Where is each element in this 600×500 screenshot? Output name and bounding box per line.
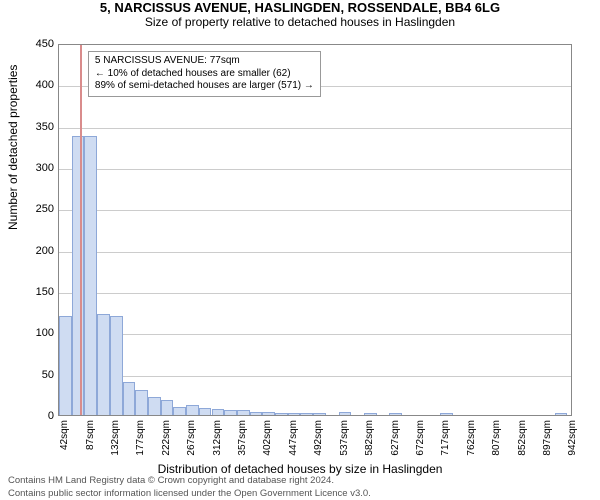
- histogram-bar: [123, 382, 136, 415]
- histogram-bar: [339, 412, 352, 415]
- histogram-bar: [262, 412, 275, 415]
- histogram-bar: [555, 413, 568, 415]
- histogram-bar: [313, 413, 326, 415]
- histogram-bar: [440, 413, 453, 415]
- footer-line-2: Contains public sector information licen…: [8, 488, 592, 500]
- gridline: [59, 128, 571, 129]
- histogram-bar: [224, 410, 237, 415]
- y-tick-label: 250: [14, 203, 54, 215]
- property-marker-line: [80, 45, 82, 415]
- x-tick-label: 627sqm: [390, 420, 401, 460]
- histogram-bar: [110, 316, 123, 415]
- histogram-bar: [148, 397, 161, 415]
- x-tick-label: 582sqm: [364, 420, 375, 460]
- histogram-bar: [72, 136, 85, 415]
- y-tick-label: 50: [14, 369, 54, 381]
- histogram-bar: [250, 412, 263, 415]
- x-tick-label: 852sqm: [517, 420, 528, 460]
- x-tick-label: 942sqm: [567, 420, 578, 460]
- x-tick-label: 717sqm: [440, 420, 451, 460]
- x-tick-label: 537sqm: [339, 420, 350, 460]
- histogram-bar: [84, 136, 97, 415]
- x-tick-label: 807sqm: [491, 420, 502, 460]
- y-tick-label: 300: [14, 162, 54, 174]
- x-tick-label: 447sqm: [288, 420, 299, 460]
- x-tick-label: 132sqm: [110, 420, 121, 460]
- histogram-bar: [161, 400, 174, 415]
- gridline: [59, 293, 571, 294]
- x-tick-label: 492sqm: [313, 420, 324, 460]
- gridline: [59, 169, 571, 170]
- y-tick-label: 450: [14, 38, 54, 50]
- histogram-bar: [300, 413, 313, 415]
- y-tick-label: 200: [14, 245, 54, 257]
- annotation-box: 5 NARCISSUS AVENUE: 77sqm← 10% of detach…: [88, 51, 321, 97]
- footer-attribution: Contains HM Land Registry data © Crown c…: [0, 471, 600, 500]
- annotation-line: 89% of semi-detached houses are larger (…: [95, 80, 314, 93]
- y-tick-label: 0: [14, 410, 54, 422]
- histogram-bar: [97, 314, 110, 415]
- histogram-bar: [364, 413, 377, 415]
- histogram-bar: [237, 410, 250, 415]
- histogram-bar: [389, 413, 402, 415]
- histogram-bar: [199, 408, 212, 415]
- x-tick-label: 402sqm: [262, 420, 273, 460]
- histogram-bar: [288, 413, 301, 415]
- histogram-bar: [173, 407, 186, 415]
- x-tick-label: 87sqm: [85, 420, 96, 460]
- x-tick-label: 42sqm: [59, 420, 70, 460]
- x-tick-label: 672sqm: [415, 420, 426, 460]
- histogram-bar: [59, 316, 72, 415]
- footer-line-1: Contains HM Land Registry data © Crown c…: [8, 475, 592, 487]
- gridline: [59, 252, 571, 253]
- annotation-line: ← 10% of detached houses are smaller (62…: [95, 68, 314, 81]
- gridline: [59, 376, 571, 377]
- x-tick-label: 267sqm: [186, 420, 197, 460]
- x-tick-label: 177sqm: [135, 420, 146, 460]
- x-tick-label: 312sqm: [212, 420, 223, 460]
- x-tick-label: 357sqm: [237, 420, 248, 460]
- x-tick-label: 897sqm: [542, 420, 553, 460]
- histogram-bar: [212, 409, 225, 415]
- histogram-bar: [275, 413, 288, 415]
- x-tick-label: 762sqm: [466, 420, 477, 460]
- y-tick-label: 350: [14, 121, 54, 133]
- gridline: [59, 334, 571, 335]
- y-tick-label: 150: [14, 286, 54, 298]
- page-title: 5, NARCISSUS AVENUE, HASLINGDEN, ROSSEND…: [0, 0, 600, 15]
- histogram-bar: [186, 405, 199, 415]
- annotation-line: 5 NARCISSUS AVENUE: 77sqm: [95, 55, 314, 68]
- page-subtitle: Size of property relative to detached ho…: [0, 15, 600, 29]
- chart-plot-area: 5 NARCISSUS AVENUE: 77sqm← 10% of detach…: [58, 44, 572, 416]
- histogram-bar: [135, 390, 148, 415]
- y-tick-label: 400: [14, 79, 54, 91]
- y-tick-label: 100: [14, 327, 54, 339]
- gridline: [59, 210, 571, 211]
- x-tick-label: 222sqm: [161, 420, 172, 460]
